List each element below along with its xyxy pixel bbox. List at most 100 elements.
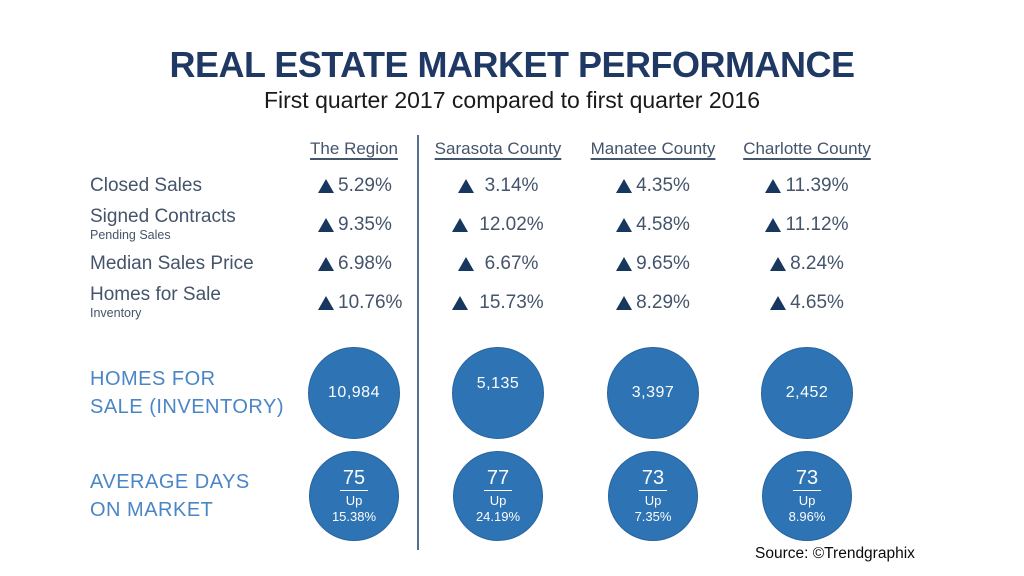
days-circle-cell: 75 Up 15.38% — [290, 446, 418, 546]
inventory-circle-cell: 10,984 — [290, 340, 418, 446]
table-cell: 11.39% — [728, 166, 886, 205]
table-cell: 5.29% — [290, 166, 418, 205]
row-label-text: Median Sales Price — [90, 252, 254, 274]
table-cell: 10.76% — [290, 283, 418, 322]
table-cell: 15.73% — [418, 283, 578, 322]
table-cell: 9.35% — [290, 205, 418, 244]
days-circle-cell: 73 Up 7.35% — [578, 446, 728, 546]
up-triangle-icon — [770, 295, 787, 310]
column-divider — [417, 135, 419, 550]
up-triangle-icon — [616, 217, 633, 232]
row-label-text: Signed Contracts — [90, 205, 236, 227]
table-cell: 4.58% — [578, 205, 728, 244]
cell-value: 12.02% — [479, 213, 544, 235]
up-triangle-icon — [457, 178, 474, 193]
row-label-homes-for-sale: Homes for Sale Inventory — [90, 283, 290, 322]
table-cell: 11.12% — [728, 205, 886, 244]
inventory-circle-cell: 5,135 — [418, 340, 578, 446]
days-change: 7.35% — [634, 509, 672, 524]
metrics-table: The Region Sarasota County Manatee Count… — [90, 132, 886, 546]
days-change: 15.38% — [331, 509, 377, 524]
days-change: 24.19% — [475, 509, 521, 524]
cell-value: 10.76% — [338, 291, 403, 313]
column-header-sarasota-county: Sarasota County — [434, 139, 562, 158]
inventory-value: 2,452 — [785, 384, 829, 401]
cell-value: 8.29% — [636, 291, 690, 313]
inventory-value: 3,397 — [631, 384, 675, 401]
table-cell: 8.24% — [728, 244, 886, 283]
table-cell: 9.65% — [578, 244, 728, 283]
cell-value: 6.67% — [484, 252, 539, 274]
up-triangle-icon — [452, 295, 469, 310]
label-line: SALE (INVENTORY) — [90, 396, 284, 418]
cell-value: 6.98% — [338, 252, 392, 274]
up-triangle-icon — [457, 256, 474, 271]
days-value: 77 — [483, 467, 513, 491]
label-line: AVERAGE DAYS — [90, 471, 250, 493]
row-sublabel-text: Pending Sales — [90, 227, 171, 242]
up-triangle-icon — [770, 256, 787, 271]
page-subtitle: First quarter 2017 compared to first qua… — [263, 87, 761, 113]
days-change: 8.96% — [788, 509, 826, 524]
cell-value: 11.39% — [785, 174, 849, 196]
cell-value: 15.73% — [479, 291, 544, 313]
cell-value: 3.14% — [484, 174, 539, 196]
column-header-manatee-county: Manatee County — [590, 139, 716, 158]
source-attribution: Source: ©Trendgraphix — [755, 545, 915, 562]
up-triangle-icon — [616, 295, 633, 310]
days-circle-cell: 73 Up 8.96% — [728, 446, 886, 546]
cell-value: 4.65% — [790, 291, 844, 313]
days-circle-manatee: 73 Up 7.35% — [608, 451, 698, 541]
table-cell: 12.02% — [418, 205, 578, 244]
days-circle-charlotte: 73 Up 8.96% — [762, 451, 852, 541]
table-cell: 6.98% — [290, 244, 418, 283]
up-triangle-icon — [318, 217, 334, 232]
inventory-circle-sarasota: 5,135 — [452, 347, 544, 439]
days-circle-cell: 77 Up 24.19% — [418, 446, 578, 546]
up-triangle-icon — [765, 178, 782, 193]
cell-value: 5.29% — [338, 174, 392, 196]
table-cell: 8.29% — [578, 283, 728, 322]
days-direction: Up — [345, 492, 363, 508]
column-header-charlotte-county: Charlotte County — [743, 139, 871, 158]
cell-value: 9.35% — [338, 213, 392, 235]
cell-value: 9.65% — [636, 252, 690, 274]
inventory-value: 5,135 — [476, 375, 520, 392]
inventory-value: 10,984 — [328, 384, 380, 401]
table-cell: 4.65% — [728, 283, 886, 322]
days-direction: Up — [644, 492, 662, 508]
days-direction: Up — [798, 492, 816, 508]
inventory-circle-region: 10,984 — [308, 347, 400, 439]
row-label-closed-sales: Closed Sales — [90, 166, 290, 205]
up-triangle-icon — [765, 217, 782, 232]
cell-value: 4.35% — [636, 174, 690, 196]
row-label-text: Closed Sales — [90, 174, 202, 196]
table-cell: 4.35% — [578, 166, 728, 205]
row-label-signed-contracts: Signed Contracts Pending Sales — [90, 205, 290, 244]
spacer-cell — [90, 322, 290, 340]
up-triangle-icon — [616, 178, 633, 193]
up-triangle-icon — [452, 217, 469, 232]
spacer-cell — [90, 132, 290, 166]
table-cell: 6.67% — [418, 244, 578, 283]
row-label-median-sales-price: Median Sales Price — [90, 244, 290, 283]
inventory-circle-charlotte: 2,452 — [761, 347, 853, 439]
row-label-homes-for-sale-inventory: HOMES FOR SALE (INVENTORY) — [90, 340, 290, 446]
days-value: 75 — [339, 467, 369, 491]
days-circle-region: 75 Up 15.38% — [309, 451, 399, 541]
column-header-the-region: The Region — [310, 139, 398, 158]
up-triangle-icon — [318, 256, 334, 271]
inventory-circle-cell: 3,397 — [578, 340, 728, 446]
row-label-average-days-on-market: AVERAGE DAYS ON MARKET — [90, 446, 290, 546]
up-triangle-icon — [616, 256, 633, 271]
up-triangle-icon — [318, 178, 334, 193]
up-triangle-icon — [318, 295, 334, 310]
days-circle-sarasota: 77 Up 24.19% — [453, 451, 543, 541]
label-line: ON MARKET — [90, 499, 214, 521]
label-line: HOMES FOR — [90, 368, 216, 390]
days-value: 73 — [792, 467, 822, 491]
inventory-circle-manatee: 3,397 — [607, 347, 699, 439]
row-label-text: Homes for Sale — [90, 283, 221, 305]
table-cell: 3.14% — [418, 166, 578, 205]
